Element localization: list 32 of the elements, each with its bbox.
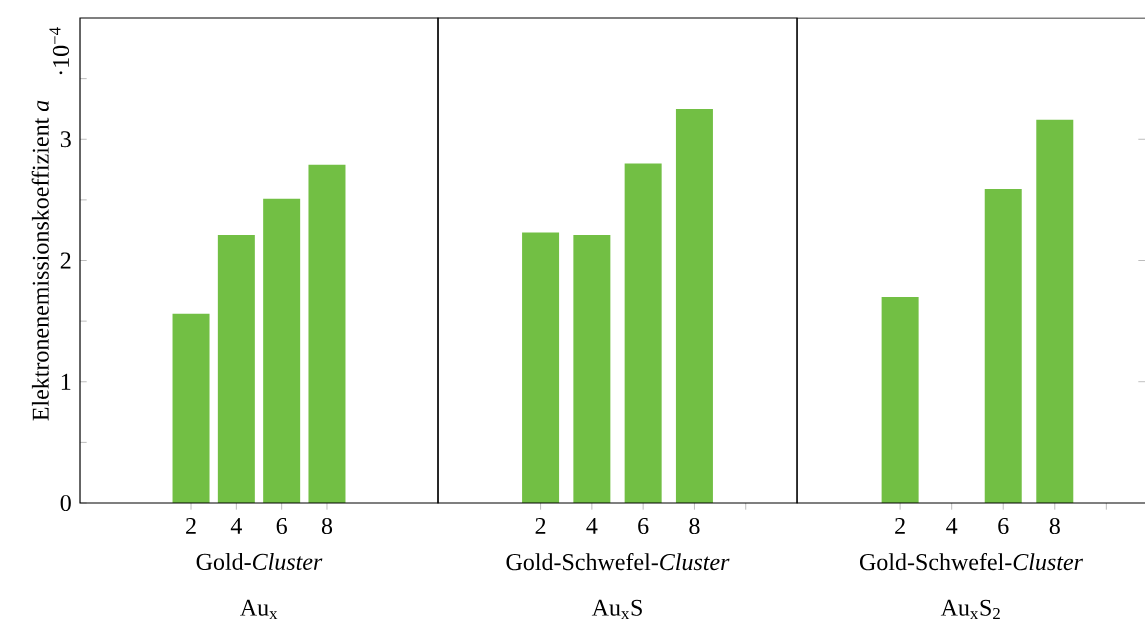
x-axis-title: Gold-Schwefel-Cluster [859,553,1084,571]
bar [522,232,560,503]
text: Au$_{x}$S [591,599,642,620]
bar [217,235,255,503]
text: Au$_{x}$S$_{2}$ [940,599,1000,620]
bar [624,163,662,503]
x-tick-label: 2 [895,517,905,534]
x-tick-label: 6 [998,517,1009,535]
x-tick-label: 8 [689,517,700,535]
bar [675,108,713,503]
x-tick-label: 8 [321,517,333,535]
bar [308,164,346,503]
y-tick-label: 1 [61,373,71,390]
y-tick-label: 2 [60,252,71,269]
x-tick-label: 4 [946,517,958,534]
y-tick-label: 0 [60,494,71,512]
text: Au$_{x}$ [240,599,278,620]
x-tick-label: 2 [535,517,546,534]
y-tick-label: 3 [60,131,71,148]
x-tick-label: 6 [276,517,287,535]
bar [263,198,301,503]
text: ·10$^{−4}$ [49,27,70,75]
bar [573,235,611,503]
x-axis-title: Gold-Cluster [196,553,323,570]
x-tick-label: 4 [586,517,598,534]
bar [172,313,210,503]
x-tick-label: 2 [186,517,196,534]
x-tick-label: 8 [1049,517,1060,535]
y-axis-title: Elektronenemissionskoeffizient a [31,100,49,421]
x-tick-label: 4 [230,517,242,534]
x-axis-title: Gold-Schwefel-Cluster [506,553,730,571]
x-tick-label: 6 [638,517,649,535]
